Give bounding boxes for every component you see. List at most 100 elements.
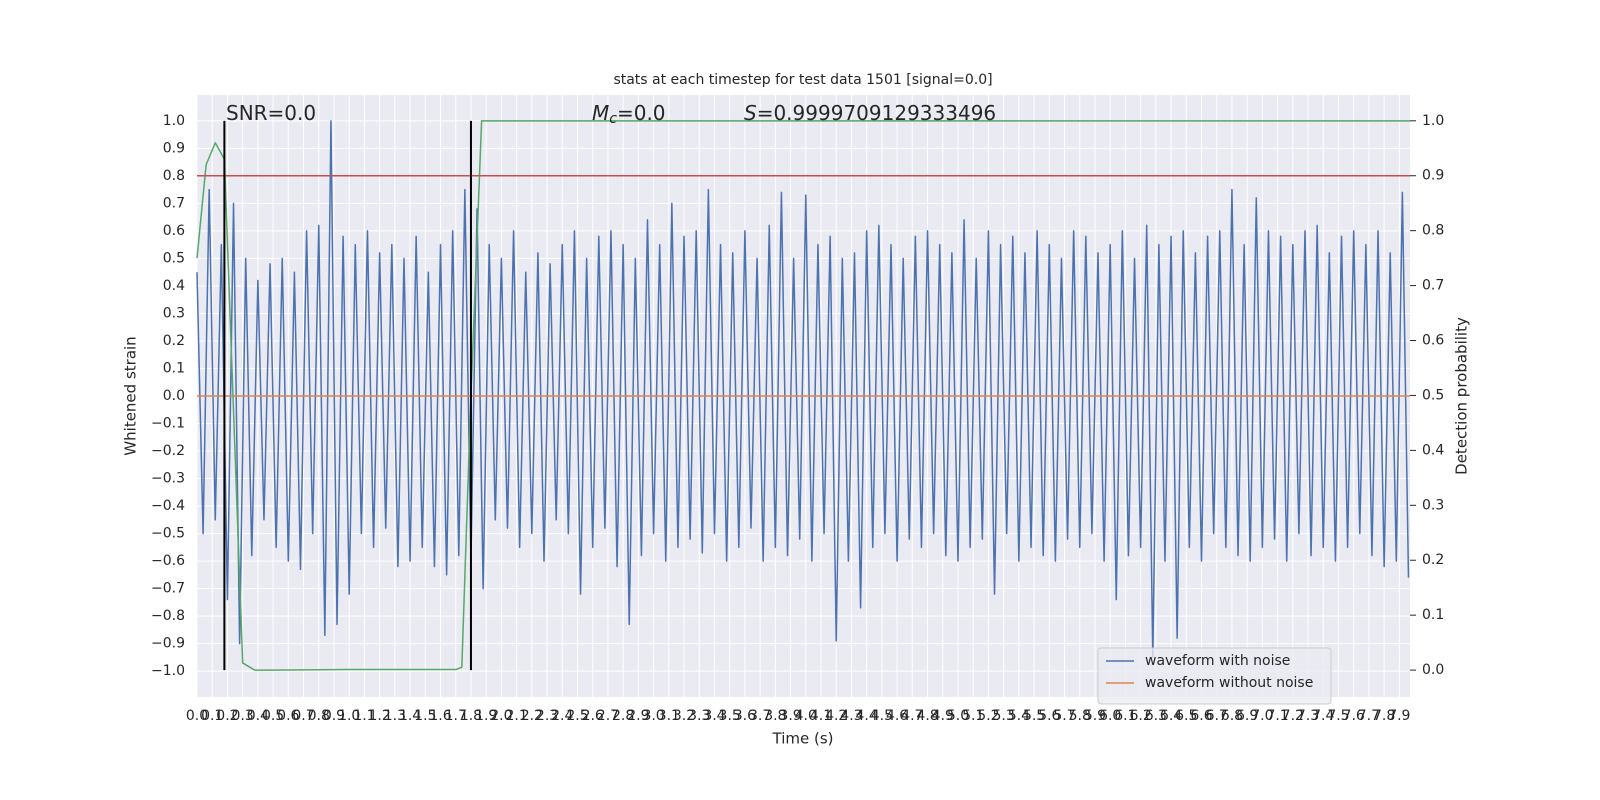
- x-tick-label: 6.9: [1236, 708, 1258, 724]
- x-tick-label: 5.1: [962, 708, 984, 724]
- legend-box: [1097, 647, 1332, 705]
- x-tick-label: 0.7: [292, 708, 314, 724]
- x-tick-label: 0.0: [186, 708, 208, 724]
- x-tick-label: 1.3: [384, 708, 406, 724]
- x-tick-label: 3.7: [749, 708, 771, 724]
- x-tick-label: 3.2: [673, 708, 695, 724]
- x-tick-label: 4.1: [810, 708, 832, 724]
- y-tick-label: −1.0: [151, 663, 185, 679]
- x-tick-label: 4.0: [795, 708, 817, 724]
- x-tick-label: 6.1: [1114, 708, 1136, 724]
- x-tick-label: 6.2: [1129, 708, 1151, 724]
- y-tick-label: −0.7: [151, 581, 185, 597]
- x-tick-label: 0.4: [247, 708, 269, 724]
- x-tick-label: 4.7: [901, 708, 923, 724]
- x-tick-label: 7.0: [1251, 708, 1273, 724]
- y-axis-label: Whitened strain: [122, 336, 140, 455]
- x-tick-label: 0.6: [277, 708, 299, 724]
- chart-title: stats at each timestep for test data 150…: [613, 72, 992, 88]
- x-tick-label: 7.3: [1297, 708, 1319, 724]
- legend-label: waveform with noise: [1145, 653, 1290, 669]
- y2-tick-label: 0.3: [1422, 497, 1444, 513]
- x-tick-label: 4.9: [932, 708, 954, 724]
- x-axis-label: Time (s): [772, 730, 834, 748]
- x-tick-label: 3.1: [658, 708, 680, 724]
- x-tick-label: 2.2: [521, 708, 543, 724]
- x-tick-label: 6.6: [1190, 708, 1212, 724]
- x-tick-label: 1.5: [414, 708, 436, 724]
- x-tick-label: 4.8: [916, 708, 938, 724]
- y-tick-label: −0.8: [151, 608, 185, 624]
- x-tick-label: 3.5: [719, 708, 741, 724]
- x-tick-label: 6.4: [1160, 708, 1182, 724]
- y-tick-label: −0.2: [151, 443, 185, 459]
- x-tick-label: 0.8: [308, 708, 330, 724]
- y2-tick-label: 0.6: [1422, 333, 1444, 349]
- y-tick-label: 0.3: [163, 305, 185, 321]
- y2-tick-label: 0.7: [1422, 278, 1444, 294]
- x-tick-label: 1.1: [353, 708, 375, 724]
- y-tick-label: −0.5: [151, 526, 185, 542]
- x-tick-label: 2.4: [551, 708, 573, 724]
- y-tick-label: 0.0: [163, 388, 185, 404]
- x-tick-label: 6.3: [1145, 708, 1167, 724]
- x-tick-label: 7.5: [1327, 708, 1349, 724]
- y-tick-label: −0.1: [151, 416, 185, 432]
- annotation: SNR=0.0: [226, 101, 316, 125]
- x-tick-label: 0.2: [216, 708, 238, 724]
- x-tick-label: 0.1: [201, 708, 223, 724]
- y2-tick-label: 0.5: [1422, 387, 1444, 403]
- x-tick-label: 2.7: [597, 708, 619, 724]
- x-tick-label: 7.4: [1312, 708, 1334, 724]
- y-tick-label: 0.9: [163, 140, 185, 156]
- annotation-subscript: c: [609, 111, 617, 127]
- x-tick-label: 2.0: [490, 708, 512, 724]
- y2-axis-label: Detection probability: [1453, 317, 1471, 475]
- series-line: [196, 120, 1410, 671]
- x-tick-label: 6.0: [1099, 708, 1121, 724]
- y2-tick-label: 0.1: [1422, 607, 1444, 623]
- x-tick-label: 3.8: [764, 708, 786, 724]
- y-tick-label: 0.6: [163, 223, 185, 239]
- y-tick-label: −0.9: [151, 636, 185, 652]
- x-tick-label: 4.4: [856, 708, 878, 724]
- x-tick-label: 2.6: [582, 708, 604, 724]
- x-tick-label: 7.7: [1358, 708, 1380, 724]
- y-tick-label: 0.8: [163, 168, 185, 184]
- y-tick-label: 0.4: [163, 278, 185, 294]
- y2-tick-label: 0.4: [1422, 442, 1444, 458]
- x-tick-label: 5.9: [1084, 708, 1106, 724]
- y-tick-label: −0.4: [151, 498, 185, 514]
- y2-tick-label: 0.2: [1422, 552, 1444, 568]
- annotation-text: =0.0: [617, 101, 666, 125]
- x-tick-label: 7.6: [1343, 708, 1365, 724]
- x-tick-label: 5.4: [1008, 708, 1030, 724]
- annotation: Mc=0.0: [592, 101, 666, 128]
- x-tick-label: 4.5: [871, 708, 893, 724]
- annotation-symbol: S: [744, 101, 757, 125]
- x-tick-label: 2.5: [566, 708, 588, 724]
- x-tick-label: 5.6: [1038, 708, 1060, 724]
- y-tick-label: 0.7: [163, 195, 185, 211]
- x-tick-label: 3.6: [734, 708, 756, 724]
- y-tick-label: 0.1: [163, 360, 185, 376]
- legend-label: waveform without noise: [1145, 675, 1313, 691]
- x-tick-label: 0.5: [262, 708, 284, 724]
- y2-tick-label: 0.0: [1422, 662, 1444, 678]
- x-tick-label: 4.6: [886, 708, 908, 724]
- x-tick-label: 1.6: [429, 708, 451, 724]
- x-tick-label: 2.1: [505, 708, 527, 724]
- y2-tick-label: 0.9: [1422, 168, 1444, 184]
- x-tick-label: 1.0: [338, 708, 360, 724]
- x-tick-label: 5.7: [1053, 708, 1075, 724]
- x-tick-label: 2.9: [627, 708, 649, 724]
- x-tick-label: 3.3: [688, 708, 710, 724]
- x-tick-label: 3.9: [779, 708, 801, 724]
- x-tick-label: 1.4: [399, 708, 421, 724]
- x-tick-label: 5.5: [1023, 708, 1045, 724]
- y-tick-label: −0.6: [151, 553, 185, 569]
- x-tick-label: 0.3: [232, 708, 254, 724]
- annotation-text: =0.9999709129333496: [757, 101, 996, 125]
- y-tick-label: 0.5: [163, 250, 185, 266]
